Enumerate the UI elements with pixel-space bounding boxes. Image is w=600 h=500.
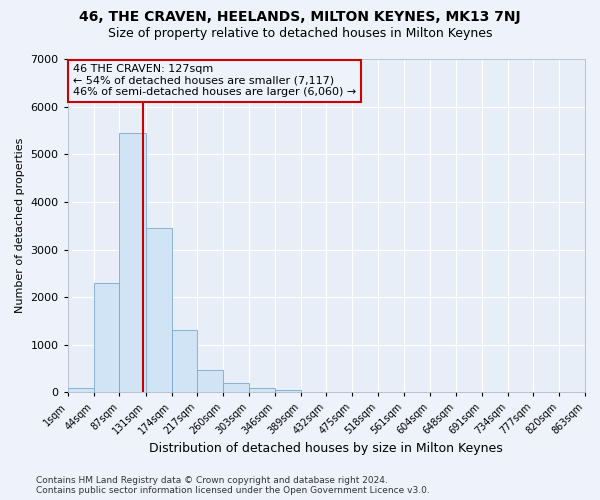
Bar — [249, 388, 275, 392]
Bar — [172, 330, 197, 392]
Bar — [68, 388, 94, 392]
Bar — [223, 383, 249, 392]
Bar — [94, 283, 119, 393]
Text: Contains HM Land Registry data © Crown copyright and database right 2024.
Contai: Contains HM Land Registry data © Crown c… — [36, 476, 430, 495]
Text: Size of property relative to detached houses in Milton Keynes: Size of property relative to detached ho… — [108, 28, 492, 40]
Y-axis label: Number of detached properties: Number of detached properties — [15, 138, 25, 314]
Text: 46, THE CRAVEN, HEELANDS, MILTON KEYNES, MK13 7NJ: 46, THE CRAVEN, HEELANDS, MILTON KEYNES,… — [79, 10, 521, 24]
Bar — [119, 133, 146, 392]
X-axis label: Distribution of detached houses by size in Milton Keynes: Distribution of detached houses by size … — [149, 442, 503, 455]
Text: 46 THE CRAVEN: 127sqm
← 54% of detached houses are smaller (7,117)
46% of semi-d: 46 THE CRAVEN: 127sqm ← 54% of detached … — [73, 64, 356, 97]
Bar — [275, 390, 301, 392]
Bar — [197, 370, 223, 392]
Bar — [146, 228, 172, 392]
